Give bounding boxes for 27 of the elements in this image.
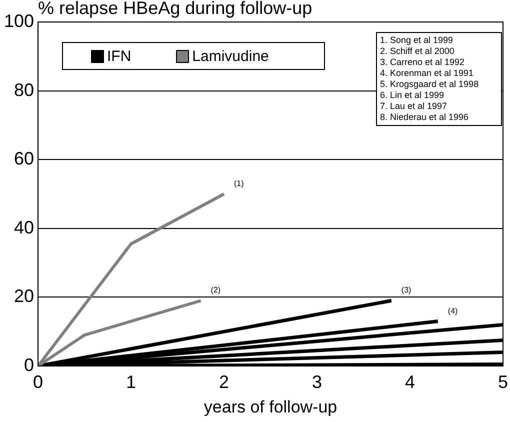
legend-label: IFN (107, 48, 132, 64)
x-tick-label: 2 (219, 372, 230, 392)
x-tick-label: 5 (498, 372, 508, 392)
y-tick-label: 20 (14, 286, 34, 306)
x-tick-label: 1 (126, 372, 136, 392)
annotation: 4. Korenman et al 1991 (380, 68, 475, 79)
annotation: 5. Krogsgaard et al 1998 (380, 79, 480, 90)
x-tick-label: 3 (312, 372, 322, 392)
y-tick-label: 80 (14, 80, 34, 100)
y-tick-label: 60 (14, 148, 34, 169)
annotation: (3) (401, 286, 412, 295)
annotation: 3. Carreno et al 1992 (380, 57, 466, 68)
y-tick-label: 100 (4, 10, 34, 31)
x-axis-title: years of follow-up (204, 397, 338, 416)
x-tick-label: 4 (404, 372, 416, 392)
y-tick-label: 0 (24, 354, 34, 375)
annotation: 8. Niederau et al 1996 (380, 112, 470, 123)
chart-title: % relapse HBeAg during follow-up (38, 0, 312, 18)
annotation: 7. Lau et al 1997 (380, 101, 448, 112)
annotation: (2) (210, 286, 221, 295)
annotation: (4) (448, 306, 458, 316)
annotation: 2. Schiff et al 2000 (380, 46, 456, 57)
legend-label: Lamivudine (192, 48, 269, 64)
annotation: 1. Song et al 1999 (380, 35, 454, 46)
annotation: 6. Lin et al 1999 (380, 90, 446, 101)
annotation: (1) (234, 179, 244, 188)
y-tick-label: 40 (14, 217, 34, 238)
